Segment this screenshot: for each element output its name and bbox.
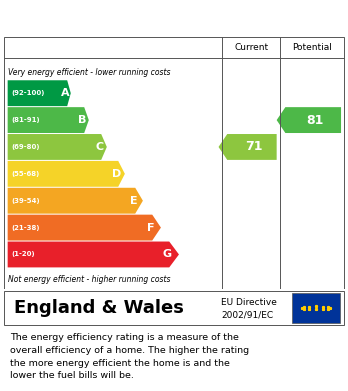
Polygon shape xyxy=(277,107,341,133)
Polygon shape xyxy=(8,161,125,187)
Text: E: E xyxy=(130,196,137,206)
Text: (55-68): (55-68) xyxy=(12,171,40,177)
Polygon shape xyxy=(219,134,277,160)
Text: C: C xyxy=(95,142,104,152)
Text: (81-91): (81-91) xyxy=(12,117,40,123)
Polygon shape xyxy=(8,215,161,240)
Text: (92-100): (92-100) xyxy=(12,90,45,96)
Polygon shape xyxy=(8,107,89,133)
Text: England & Wales: England & Wales xyxy=(14,299,184,317)
Text: (21-38): (21-38) xyxy=(12,224,40,231)
Text: Not energy efficient - higher running costs: Not energy efficient - higher running co… xyxy=(8,275,170,284)
Polygon shape xyxy=(8,134,107,160)
Text: 81: 81 xyxy=(306,113,324,127)
Text: Very energy efficient - lower running costs: Very energy efficient - lower running co… xyxy=(8,68,170,77)
Text: D: D xyxy=(112,169,121,179)
Text: (39-54): (39-54) xyxy=(12,198,40,204)
Bar xyxy=(292,293,340,323)
Text: (69-80): (69-80) xyxy=(12,144,40,150)
Text: G: G xyxy=(163,249,172,260)
Text: (1-20): (1-20) xyxy=(12,251,35,257)
Text: F: F xyxy=(147,222,154,233)
Text: 2002/91/EC: 2002/91/EC xyxy=(221,310,273,319)
Polygon shape xyxy=(8,80,71,106)
Text: 71: 71 xyxy=(245,140,262,153)
Text: Potential: Potential xyxy=(292,43,332,52)
Text: Energy Efficiency Rating: Energy Efficiency Rating xyxy=(10,12,231,27)
Text: The energy efficiency rating is a measure of the
overall efficiency of a home. T: The energy efficiency rating is a measur… xyxy=(10,333,250,380)
Polygon shape xyxy=(8,242,179,267)
Text: B: B xyxy=(78,115,87,125)
Text: EU Directive: EU Directive xyxy=(221,298,277,307)
Polygon shape xyxy=(8,188,143,213)
Text: A: A xyxy=(61,88,70,98)
Text: Current: Current xyxy=(234,43,268,52)
